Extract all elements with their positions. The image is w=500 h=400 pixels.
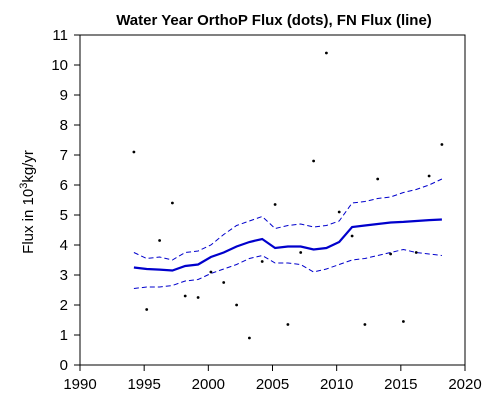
y-axis-label: Flux in 103kg/yr [18,150,37,254]
data-point [337,210,341,214]
data-point [440,143,444,146]
x-tick-label: 2000 [192,376,225,393]
points-layer [132,51,444,340]
y-tick-label: 3 [60,267,68,284]
data-point [260,260,264,263]
x-tick-label: 2020 [448,376,481,393]
data-point [132,150,136,154]
data-point [363,323,367,326]
y-tick-label: 0 [60,357,68,374]
y-tick-label: 1 [60,327,68,344]
plot-frame [79,34,466,366]
y-tick-label: 6 [60,177,68,194]
x-tick-label: 1995 [127,376,160,393]
data-point [209,270,213,274]
y-tick-label: 4 [60,237,68,254]
data-point [312,159,315,163]
data-point [286,323,290,326]
data-point [427,174,431,178]
data-point [196,296,200,299]
y-tick-label: 2 [60,297,68,314]
data-point [235,303,239,307]
data-point [183,294,187,298]
data-point [299,251,303,254]
axes: 1990 1995 2000 2005 2010 2015 2020 0 1 2 3 4 5 6 7 8 9 10… [51,27,481,393]
y-tick-label: 8 [60,117,68,134]
data-point [350,234,354,238]
data-point [389,252,392,256]
y-tick-label: 9 [60,87,68,104]
chart-title: Water Year OrthoP Flux (dots), FN Flux (… [116,12,432,29]
data-point [376,177,380,181]
data-point [222,281,226,284]
data-point [145,308,149,311]
x-tick-label: 2015 [384,376,417,393]
data-point [158,239,162,242]
series-layer [133,178,443,289]
y-tick-label: 11 [52,27,68,44]
x-tick-label: 2005 [256,376,289,393]
data-point [248,336,251,340]
series-line-main [133,218,442,272]
x-tick-label: 2010 [320,376,353,393]
x-tick-label: 1990 [63,376,96,393]
y-tick-label: 5 [60,207,68,224]
data-point [414,251,418,254]
y-tick-label: 10 [51,57,68,74]
data-point [171,201,174,205]
data-point [273,203,277,206]
data-point [325,51,328,55]
series-line-band-1 [133,178,443,261]
series-line-band-2 [133,248,442,289]
data-point [402,320,405,323]
y-tick-label: 7 [60,147,68,164]
